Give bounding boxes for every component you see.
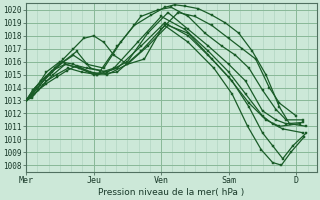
X-axis label: Pression niveau de la mer( hPa ): Pression niveau de la mer( hPa ) [98,188,244,197]
